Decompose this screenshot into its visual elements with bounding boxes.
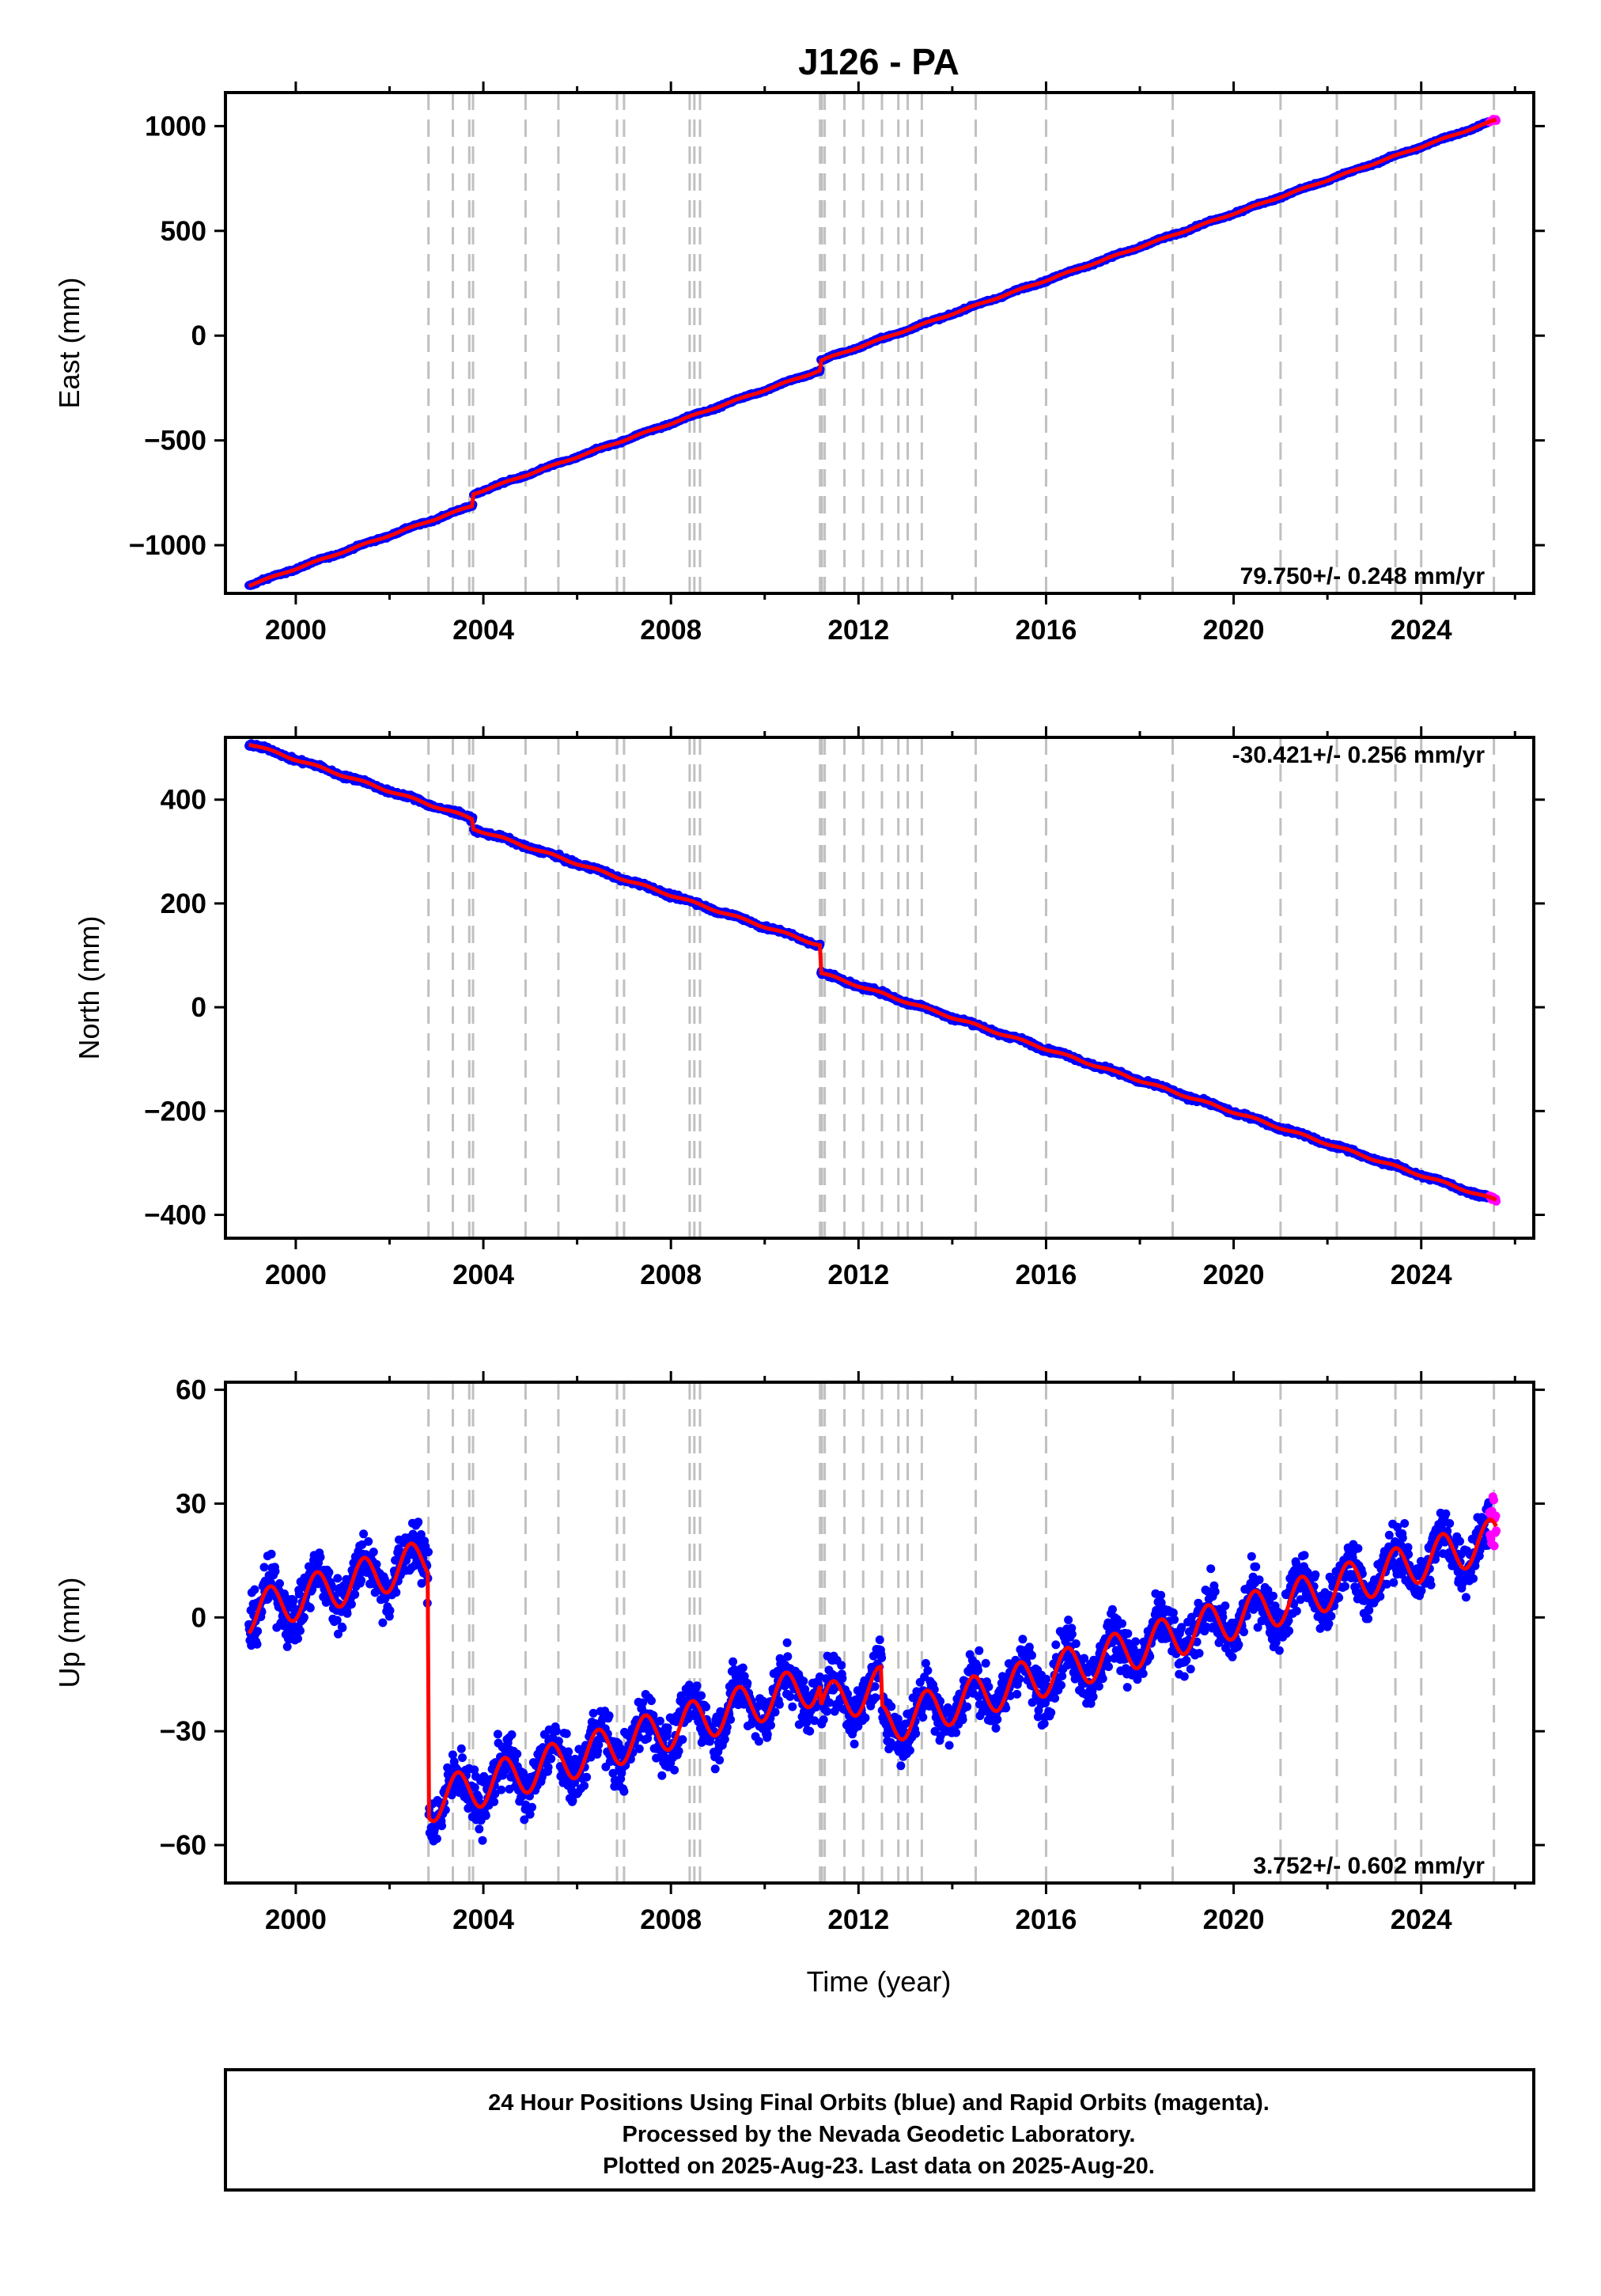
x-tick-label: 2024	[1391, 615, 1452, 646]
y-tick-label: 1000	[145, 111, 206, 142]
observation-points	[244, 739, 1501, 1206]
north-panel: 2000 2004 2008 2012 2016 2020 2024−400−2000200…	[73, 726, 1545, 1290]
figure-title: J126 - PA	[798, 41, 959, 82]
y-tick-label: 500	[161, 216, 206, 247]
y-axis-label: East (mm)	[53, 278, 85, 409]
y-tick-label: −1000	[129, 530, 206, 561]
x-tick-label: 2016	[1016, 615, 1077, 646]
x-tick-label: 2020	[1203, 615, 1265, 646]
x-tick-label: 2012	[827, 615, 889, 646]
east-panel: 2000 2004 2008 2012 2016 2020 2024 −1000 −500 0 50…	[53, 81, 1545, 646]
x-tick-label: 2008	[640, 615, 702, 646]
velocity-label: 79.750+/- 0.248 mm/yr	[1240, 563, 1486, 589]
x-tick-label: 2004	[452, 615, 514, 646]
x-tick-label: 2000	[265, 615, 327, 646]
y-tick-label: 0	[191, 320, 206, 351]
y-tick-label: −500	[144, 426, 206, 457]
